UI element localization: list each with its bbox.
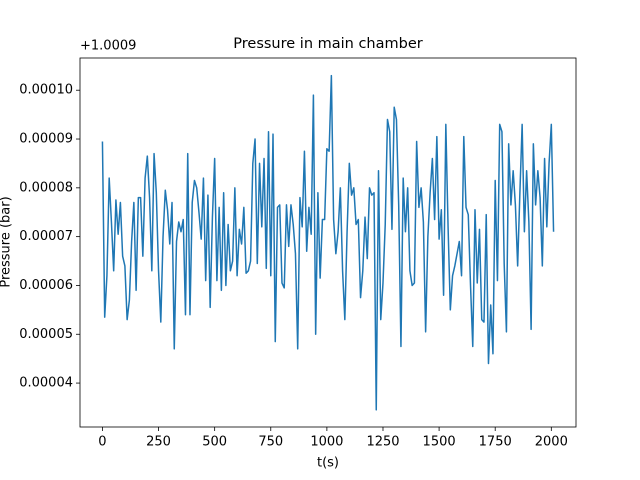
x-tick-label: 1500 [423,435,456,450]
y-axis-label: Pressure (bar) [0,196,14,287]
y-tick-label: 0.00004 [19,376,73,391]
x-tick-label: 250 [146,435,171,450]
y-tick-label: 0.00005 [19,327,73,342]
x-tick-label: 2000 [535,435,568,450]
x-tick-label: 0 [98,435,106,450]
data-line [101,74,555,411]
y-tick-label: 0.00010 [19,83,73,98]
x-tick-label: 1000 [310,435,343,450]
y-tick-label: 0.00006 [19,278,73,293]
y-tick-label: 0.00008 [19,180,73,195]
x-tick-label: 1250 [366,435,399,450]
x-tick-label: 1750 [479,435,512,450]
x-tick-label: 750 [258,435,283,450]
plot-frame [79,57,577,428]
y-tick-label: 0.00009 [19,132,73,147]
chart-title: Pressure in main chamber [233,36,422,52]
x-axis-label: t(s) [317,456,339,471]
x-tick-label: 500 [202,435,227,450]
offset-text: +1.0009 [80,39,136,54]
y-tick-label: 0.00007 [19,229,73,244]
